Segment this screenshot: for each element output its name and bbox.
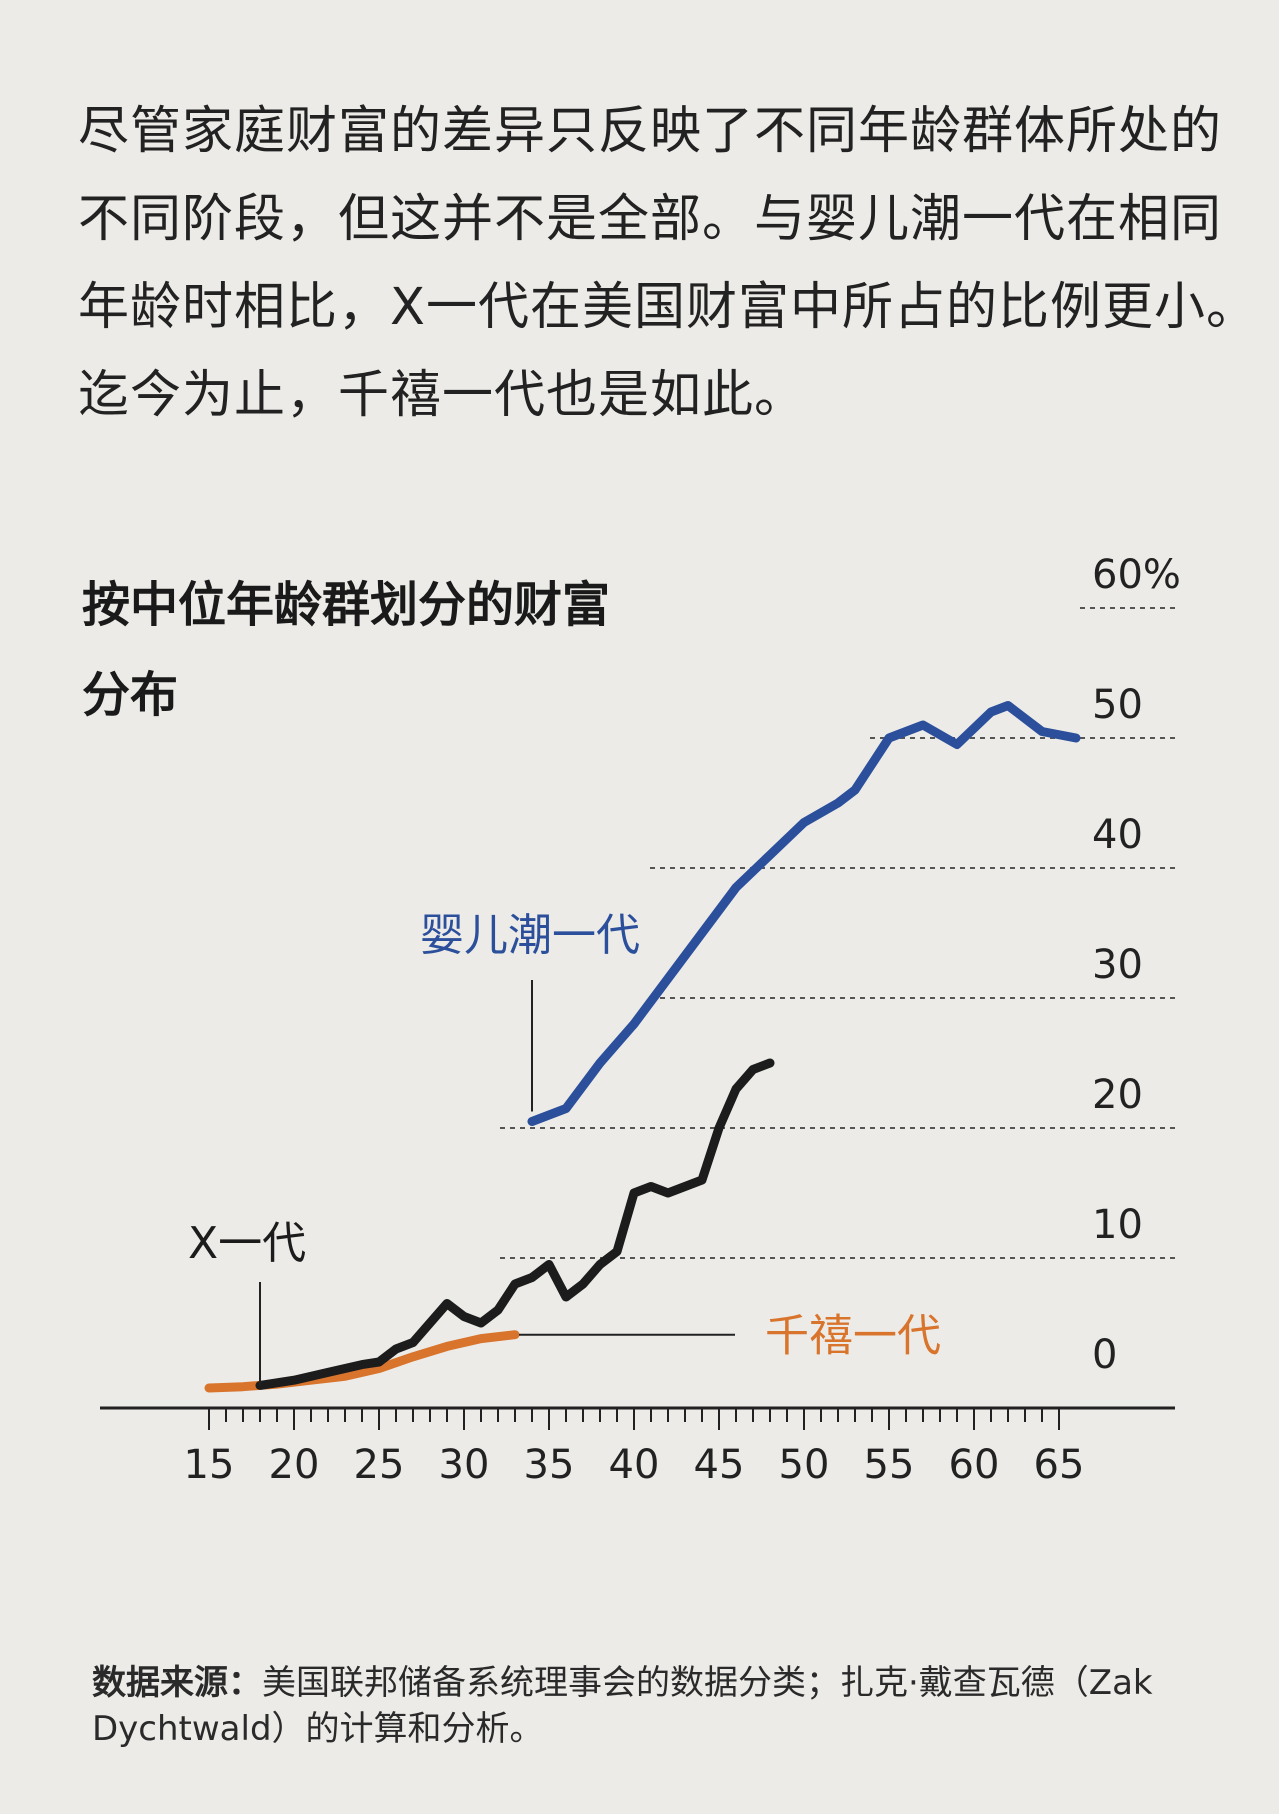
x-tick-label: 65 [1034,1442,1085,1488]
x-tick-label: 35 [524,1442,575,1488]
y-axis-tick-labels: 0 10 20 30 40 50 60% [1092,552,1181,1378]
wealth-by-age-chart: 0 10 20 30 40 50 60% 15 20 25 30 35 40 45 50 55 60 65 婴儿… [100,552,1181,1488]
y-tick-label: 50 [1092,682,1143,728]
x-tick-label: 40 [609,1442,660,1488]
intro-paragraph: 尽管家庭财富的差异只反映了不同年龄群体所处的不同阶段，但这并不是全部。与婴儿潮一… [78,102,1258,425]
x-axis-tick-labels: 15 20 25 30 35 40 45 50 55 60 65 [184,1442,1085,1488]
source-text: 美国联邦储备系统理事会的数据分类；扎克·戴查瓦德（Zak Dychtwald）的… [92,1663,1153,1749]
source-label: 数据来源： [92,1663,262,1703]
y-tick-label: 20 [1092,1072,1143,1118]
series-label-millennials: 千禧一代 [765,1311,941,1362]
x-axis [100,1406,1175,1430]
series-lines [204,701,1081,1393]
x-tick-label: 25 [354,1442,405,1488]
x-tick-label: 50 [779,1442,830,1488]
y-tick-label: 40 [1092,812,1143,858]
series-line-genx [255,1058,775,1390]
series-line-boomers [527,701,1081,1126]
x-tick-label: 20 [269,1442,320,1488]
x-tick-label: 55 [864,1442,915,1488]
y-tick-label: 0 [1092,1332,1117,1378]
x-tick-label: 30 [439,1442,490,1488]
x-tick-label: 45 [694,1442,745,1488]
series-label-genx: X一代 [188,1218,306,1269]
y-tick-label: 10 [1092,1202,1143,1248]
data-source-note: 数据来源：美国联邦储备系统理事会的数据分类；扎克·戴查瓦德（Zak Dychtw… [92,1660,1232,1752]
y-tick-label: 30 [1092,942,1143,988]
x-tick-label: 60 [949,1442,1000,1488]
series-label-boomers: 婴儿潮一代 [420,910,640,961]
chart-title: 按中位年龄群划分的财富分布 [82,577,611,723]
y-tick-label: 60% [1092,552,1181,598]
x-tick-label: 15 [184,1442,235,1488]
